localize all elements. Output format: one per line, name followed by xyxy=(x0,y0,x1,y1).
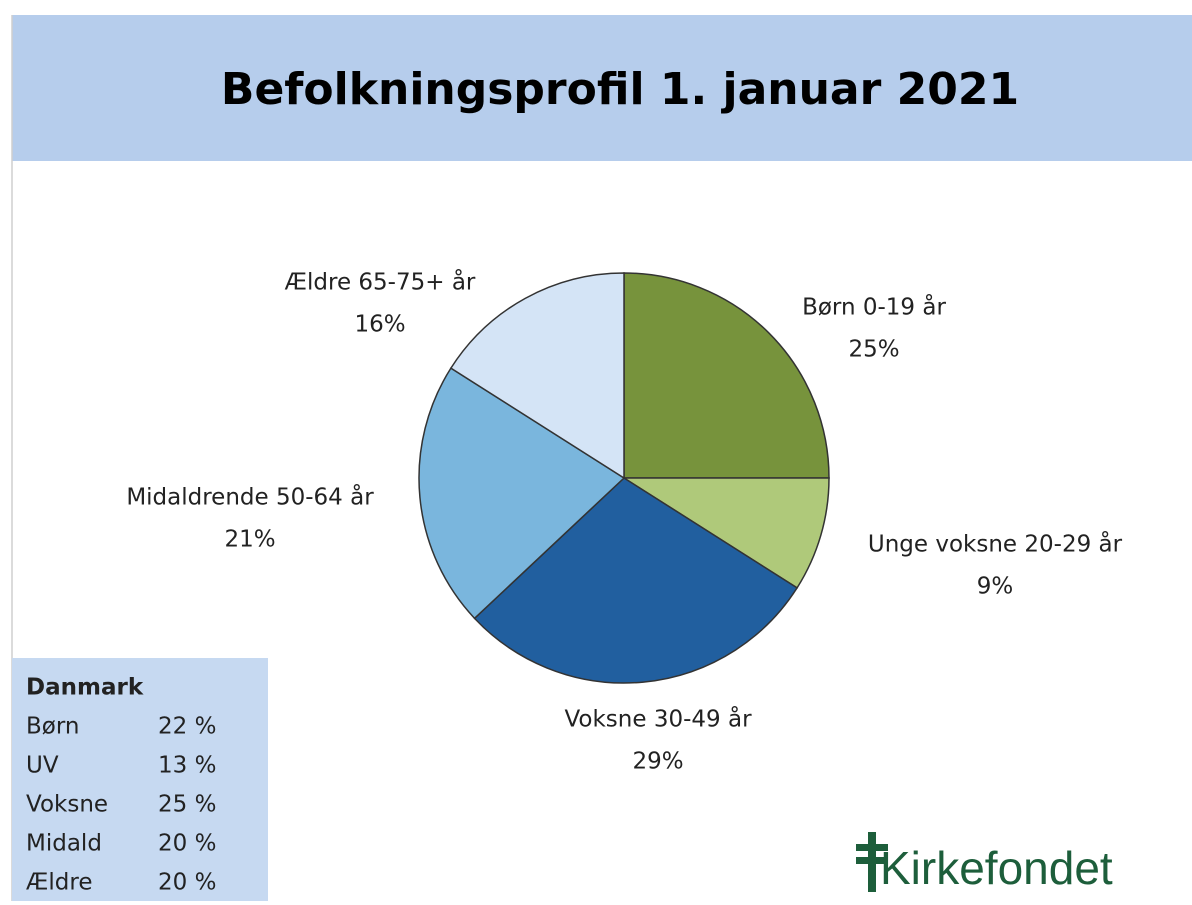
slice-value-label: 25% xyxy=(848,337,899,363)
slice-value-label: 21% xyxy=(224,527,275,553)
slice-value-label: 16% xyxy=(354,312,405,338)
sidebar-title: Danmark xyxy=(26,675,144,701)
logo-text: Kirkefondet xyxy=(880,842,1113,894)
slice-label: Ældre 65-75+ år xyxy=(285,268,476,296)
slice-label: Voksne 30-49 år xyxy=(564,705,752,733)
logo: Kirkefondet xyxy=(856,832,1113,894)
sidebar-value: 13 % xyxy=(158,753,216,779)
pie-slice xyxy=(473,477,799,684)
sidebar-label: Midald xyxy=(26,831,102,857)
slice-label: Unge voksne 20-29 år xyxy=(868,530,1123,558)
sidebar-value: 22 % xyxy=(158,714,216,740)
sidebar-value: 20 % xyxy=(158,870,216,896)
chart-title: Befolkningsprofil 1. januar 2021 xyxy=(221,64,1019,115)
sidebar-label: Ældre xyxy=(26,870,93,896)
pie-slice xyxy=(418,367,626,620)
pie: Børn 0-19 år 25% Unge voksne 20-29 år 9% Vok… xyxy=(126,268,1122,775)
sidebar-label: UV xyxy=(26,753,59,779)
slice-value-label: 29% xyxy=(632,749,683,775)
pie-slice xyxy=(623,272,830,479)
sidebar-value: 20 % xyxy=(158,831,216,857)
sidebar-box xyxy=(12,658,268,901)
sidebar-label: Voksne xyxy=(26,792,108,818)
pie-slice xyxy=(449,272,625,480)
slice-value-label: 9% xyxy=(977,574,1014,600)
pie-slice xyxy=(621,477,830,589)
sidebar-label: Børn xyxy=(26,714,79,740)
logo-cross xyxy=(856,857,888,864)
slice-label: Børn 0-19 år xyxy=(802,293,946,321)
logo-cross xyxy=(856,844,888,851)
slice-label: Midaldrende 50-64 år xyxy=(126,483,374,511)
sidebar-value: 25 % xyxy=(158,792,216,818)
sidebar-rows: Børn 22 % UV 13 % Voksne 25 % Midald 20 % Ældre 2… xyxy=(26,714,216,896)
header-band xyxy=(12,15,1192,161)
